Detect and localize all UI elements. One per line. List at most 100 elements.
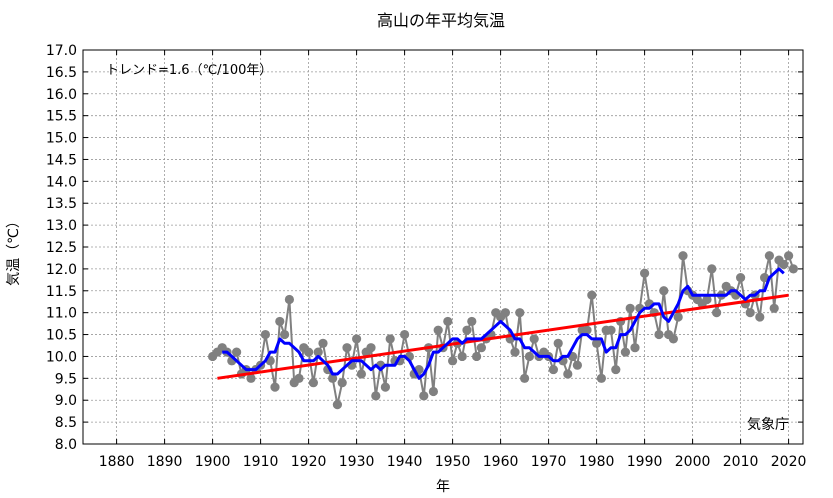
annual-point — [313, 347, 323, 357]
annual-point — [385, 334, 395, 344]
annual-point — [476, 343, 486, 353]
annual-point — [625, 303, 635, 313]
x-tick-label: 1920 — [291, 454, 327, 470]
annual-point — [510, 347, 520, 357]
annual-point — [630, 343, 640, 353]
annual-point — [659, 286, 669, 296]
annual-point — [275, 316, 285, 327]
x-tick-label: 1940 — [387, 454, 423, 470]
annual-point — [342, 343, 352, 353]
annual-point — [356, 369, 366, 379]
x-tick-label: 1980 — [579, 454, 615, 470]
annual-point — [500, 308, 510, 318]
annual-point — [563, 369, 573, 379]
annual-point — [246, 373, 256, 383]
x-tick-label: 1900 — [195, 454, 231, 470]
y-tick-label: 16.0 — [46, 87, 77, 103]
annual-point — [788, 264, 799, 274]
y-tick-label: 14.0 — [46, 174, 77, 190]
y-tick-label: 14.5 — [46, 152, 77, 168]
annual-point — [702, 294, 712, 305]
x-axis: 1880 1890 1900 1910 1920 1930 1940 1950 1960 1970… — [99, 50, 807, 470]
x-tick-label: 2010 — [723, 454, 759, 470]
x-tick-label: 2020 — [771, 454, 807, 470]
annual-point — [308, 378, 318, 388]
y-tick-label: 10.5 — [46, 328, 77, 344]
annual-point — [769, 303, 779, 313]
credit-label: 気象庁 — [747, 417, 789, 433]
y-tick-label: 17.0 — [46, 43, 77, 59]
y-axis: 8.0 8.5 9.0 9.5 10.0 10.5 11.0 11.5 12.0 12.5 13.0… — [46, 43, 803, 453]
annual-point — [784, 251, 794, 261]
moving-average-series — [222, 267, 785, 380]
annual-point — [572, 360, 583, 370]
plot-frame — [82, 49, 804, 445]
trend-annotation: トレンド=1.6（℃/100年） — [106, 63, 272, 78]
annual-point — [328, 373, 338, 383]
y-tick-label: 12.5 — [46, 240, 77, 256]
x-tick-label: 1950 — [435, 454, 471, 470]
y-tick-label: 15.0 — [46, 131, 77, 147]
annual-point — [294, 373, 304, 383]
annual-point — [400, 329, 410, 340]
x-tick-label: 1890 — [147, 454, 183, 470]
annual-point — [520, 373, 530, 383]
annual-point — [755, 312, 765, 322]
annual-point — [260, 329, 270, 340]
annual-point — [592, 338, 602, 348]
y-tick-label: 11.5 — [46, 284, 77, 300]
annual-point — [712, 308, 722, 318]
annual-point — [654, 329, 664, 340]
x-tick-label: 1910 — [243, 454, 279, 470]
x-tick-label: 1930 — [339, 454, 375, 470]
annual-point — [779, 259, 789, 270]
annual-point — [553, 338, 563, 348]
annual-point — [462, 325, 472, 335]
annual-point — [515, 308, 525, 318]
annual-point — [337, 378, 347, 388]
y-tick-label: 15.5 — [46, 109, 77, 125]
annual-point — [606, 325, 616, 335]
annual-point — [611, 364, 621, 375]
annual-point — [764, 251, 775, 261]
y-tick-label: 8.5 — [55, 415, 77, 431]
annual-point — [428, 386, 438, 397]
chart-title: 高山の年平均気温 — [377, 11, 505, 30]
annual-point — [620, 347, 631, 357]
y-tick-label: 12.0 — [46, 262, 77, 278]
annual-point — [270, 382, 280, 392]
annual-point — [366, 343, 376, 353]
annual-point — [304, 347, 314, 357]
annual-point — [433, 325, 443, 335]
y-tick-label: 13.0 — [46, 218, 77, 234]
grid — [83, 50, 803, 444]
annual-point — [443, 316, 453, 327]
annual-point — [284, 294, 294, 305]
annual-point — [582, 325, 592, 335]
annual-point — [673, 312, 683, 322]
y-tick-label: 16.5 — [46, 65, 77, 81]
trend-series — [217, 293, 789, 380]
annual-point — [548, 364, 559, 375]
y-tick-label: 8.0 — [55, 437, 77, 453]
annual-point — [332, 400, 342, 410]
annual-point — [352, 334, 362, 344]
annual-point — [472, 351, 482, 362]
y-tick-label: 11.0 — [46, 306, 77, 322]
annual-point — [760, 273, 770, 283]
x-tick-label: 1970 — [531, 454, 567, 470]
annual-point — [707, 264, 717, 274]
trend-line — [217, 293, 789, 380]
annual-point — [596, 373, 607, 383]
annual-point — [587, 290, 597, 300]
annual-point — [371, 391, 381, 401]
annual-point — [232, 347, 242, 357]
annual-point — [678, 251, 688, 261]
x-axis-label: 年 — [436, 479, 450, 495]
annual-point — [745, 308, 755, 318]
x-tick-label: 1880 — [99, 454, 135, 470]
annual-point — [524, 351, 535, 362]
annual-point — [380, 382, 390, 392]
annual-point — [640, 268, 650, 278]
